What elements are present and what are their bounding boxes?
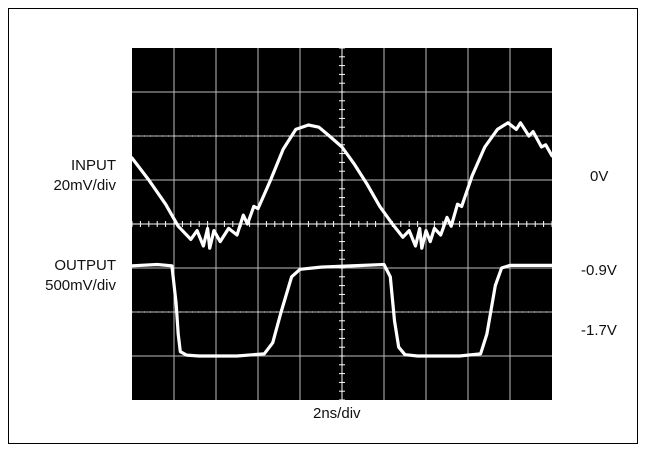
minus-0-9v-label: -0.9V (581, 262, 617, 279)
scope-grid (131, 47, 553, 401)
output-label: OUTPUT (54, 257, 116, 274)
trace-input (130, 121, 554, 250)
scope-traces (130, 121, 554, 358)
zero-volt-label: 0V (590, 168, 609, 185)
x-scale-label: 2ns/div (313, 405, 361, 422)
output-scale-label: 500mV/div (45, 277, 116, 294)
trace-output (130, 262, 554, 358)
input-label: INPUT (71, 157, 116, 174)
input-scale-label: 20mV/div (53, 177, 116, 194)
minus-1-7v-label: -1.7V (581, 322, 617, 339)
